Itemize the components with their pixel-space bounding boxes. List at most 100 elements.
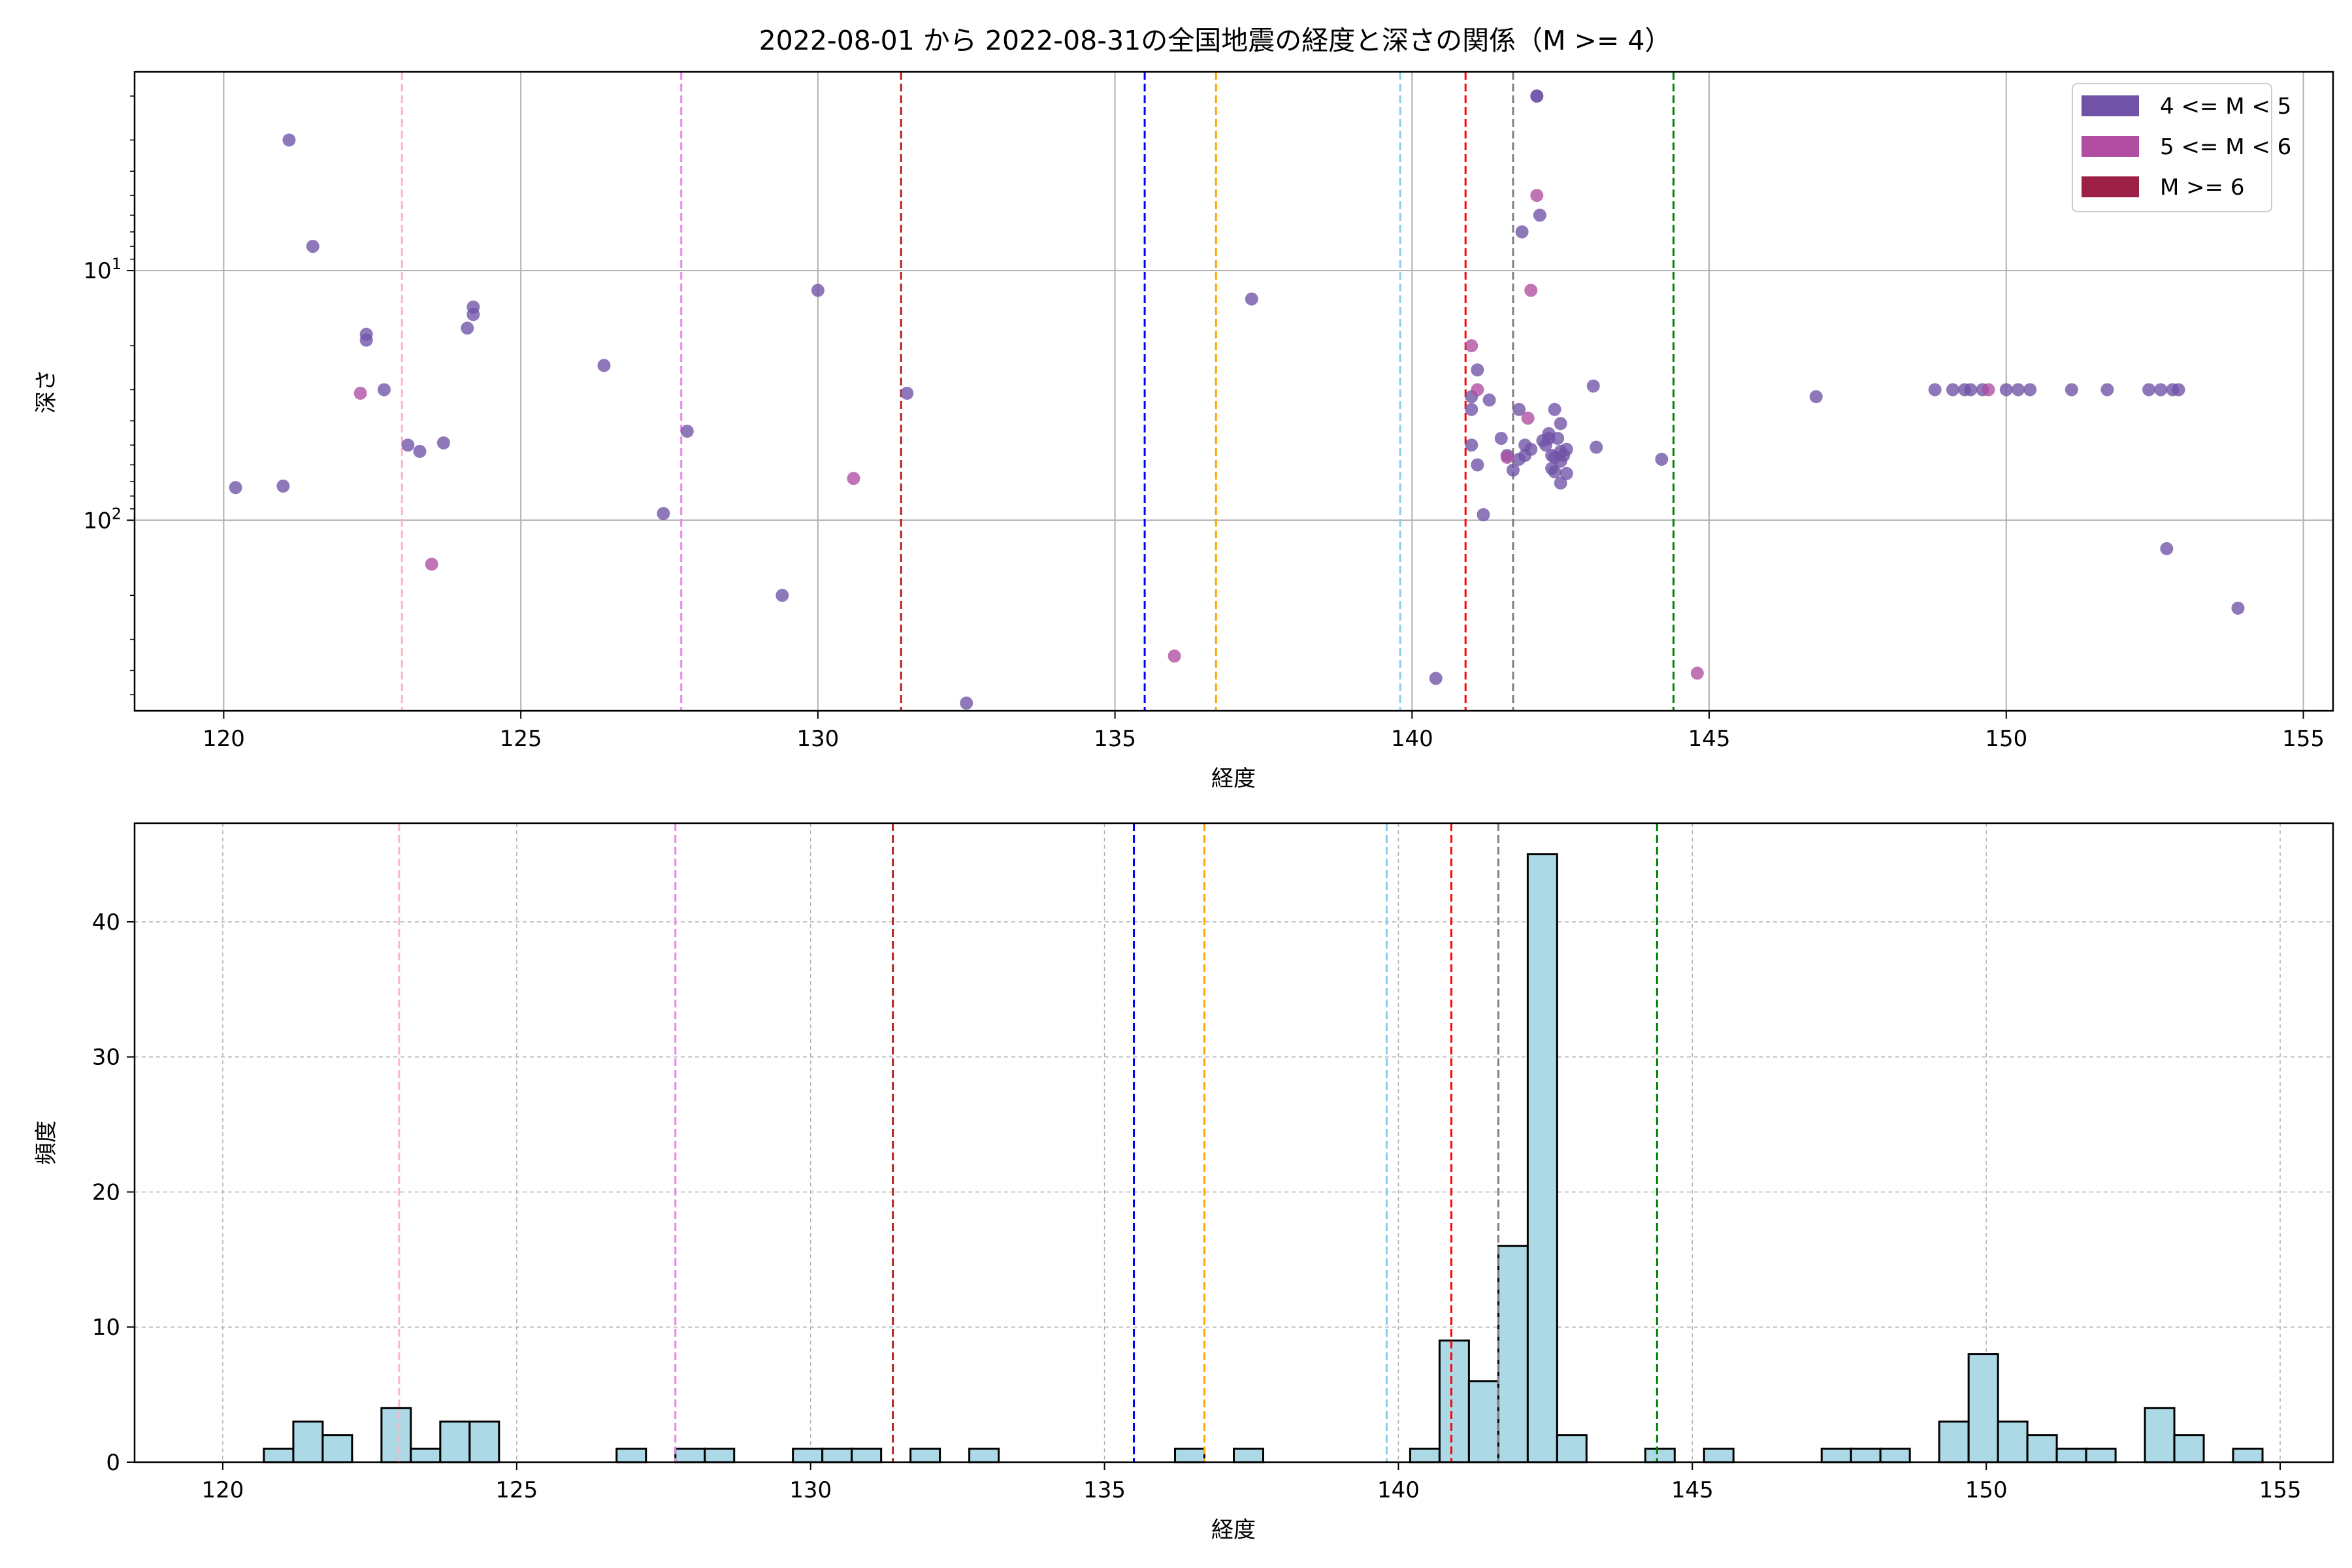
histogram-axes-frame [133,822,2334,1463]
histogram-y-tick-label: 30 [92,1045,120,1071]
histogram-panel: 120 125 130 135 140 145 150 155 0 10 20 30 40 経度 頻度 [33,822,2334,1543]
histogram-bar [1409,1447,1441,1463]
legend-swatch-m5 [2082,136,2139,157]
histogram-x-tick-label: 130 [789,1477,832,1503]
scatter-point [1548,465,1561,479]
histogram-bar [1467,1380,1499,1463]
legend-label-m5: 5 <= M < 6 [2160,134,2291,160]
histogram-bar [292,1420,324,1463]
histogram-y-tick-label: 40 [92,909,120,936]
scatter-point [1530,90,1544,103]
scatter-point [1245,292,1258,306]
histogram-bar [410,1447,442,1463]
legend-label-m4: 4 <= M < 5 [2160,93,2291,120]
scatter-point [811,284,825,297]
scatter-point [1482,393,1496,407]
histogram-bar [909,1447,941,1463]
scatter-y-tick-label: 102 [83,504,122,534]
scatter-x-tick-label: 155 [2282,726,2325,752]
scatter-point [1928,383,1942,397]
scatter-point [1429,672,1443,685]
scatter-x-tick-label: 130 [796,726,839,752]
scatter-point [425,557,438,571]
scatter-point [1999,383,2013,397]
histogram-bar [704,1447,736,1463]
histogram-bar [821,1447,853,1463]
scatter-point [282,133,296,147]
legend-label-m6: M >= 6 [2160,174,2245,201]
scatter-point [680,425,694,438]
scatter-point [353,386,367,400]
histogram-y-tick-label: 20 [92,1179,120,1205]
histogram-bar [1967,1353,1999,1463]
scatter-point [1560,466,1573,480]
histogram-reference-lines [398,823,1658,1462]
scatter-point [1554,417,1567,431]
histogram-x-tick-label: 135 [1083,1477,1126,1503]
scatter-point [1465,339,1478,353]
histogram-bar [674,1447,706,1463]
scatter-point [2023,383,2037,397]
histogram-bar [321,1434,353,1463]
scatter-point [1690,666,1704,680]
scatter-point [461,321,474,335]
scatter-point [2100,383,2114,397]
scatter-point [657,506,670,520]
histogram-y-ticks: 0 10 20 30 40 [92,909,135,1476]
scatter-point [1560,442,1573,456]
scatter-point [1471,458,1484,472]
scatter-point [466,308,480,321]
histogram-x-tick-label: 120 [202,1477,244,1503]
histogram-bar [2055,1447,2087,1463]
histogram-bar [1438,1339,1470,1463]
histogram-x-tick-label: 150 [1965,1477,2008,1503]
chart-title: 2022-08-01 から 2022-08-31の全国地震の経度と深さの関係（M… [759,25,1672,56]
scatter-point [229,481,242,495]
scatter-x-tick-label: 145 [1688,726,1731,752]
scatter-x-tick-label: 140 [1391,726,1433,752]
scatter-point [1554,476,1567,490]
scatter-point [436,436,450,449]
scatter-point [1471,383,1484,397]
scatter-point [2142,383,2156,397]
histogram-bar [968,1447,1000,1463]
scatter-point [2065,383,2078,397]
scatter-point [1548,402,1561,416]
scatter-point [1590,440,1603,454]
scatter-point [1551,431,1565,445]
histogram-bar [615,1447,647,1463]
scatter-point [1524,442,1538,456]
scatter-point [1964,383,1978,397]
histogram-bar [263,1447,295,1463]
histogram-y-axis-label: 頻度 [33,1120,59,1165]
legend-swatch-m6 [2082,176,2139,197]
scatter-point [847,472,860,485]
scatter-point [2154,383,2168,397]
scatter-point [1946,383,1959,397]
scatter-point [1809,390,1823,404]
scatter-point [776,589,789,602]
histogram-bar [2026,1434,2058,1463]
scatter-point [1500,451,1514,465]
histogram-x-tick-label: 145 [1671,1477,1714,1503]
scatter-point [1524,284,1538,297]
scatter-point [1494,431,1508,445]
histogram-bar [2085,1447,2117,1463]
histogram-bar [2173,1434,2205,1463]
scatter-x-tick-label: 135 [1094,726,1136,752]
scatter-points [229,90,2245,710]
scatter-point [401,438,415,452]
histogram-bar [1233,1447,1264,1463]
scatter-point [900,386,914,400]
histogram-bar [1497,1245,1529,1463]
scatter-point [359,333,373,347]
scatter-point [2231,601,2245,615]
scatter-point [1533,208,1546,222]
histogram-bar [380,1407,412,1463]
scatter-point [1655,452,1669,466]
legend: 4 <= M < 5 5 <= M < 6 M >= 6 [2072,83,2291,212]
scatter-point [2172,383,2185,397]
scatter-x-tick-label: 120 [203,726,245,752]
histogram-bar [1879,1447,1911,1463]
